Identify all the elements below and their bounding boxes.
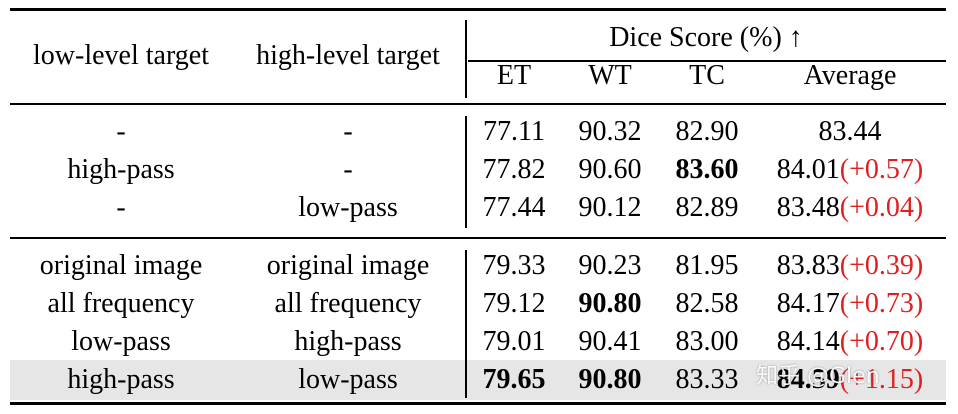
- row-0-wt: 90.32: [578, 116, 642, 147]
- row-2-et: 77.44: [482, 192, 546, 223]
- row-3-delta: (+0.39): [839, 250, 924, 281]
- header-tc: TC: [689, 60, 725, 91]
- row-3-tc: 81.95: [675, 250, 739, 281]
- row-1-high: -: [343, 154, 353, 185]
- section-rule: [10, 237, 946, 239]
- row-3-wt: 90.23: [578, 250, 642, 281]
- row-5-et: 79.01: [482, 326, 546, 357]
- header-average: Average: [803, 60, 897, 91]
- header-low-level-target: low-level target: [33, 40, 209, 71]
- group-underline: [468, 60, 946, 62]
- row-6-tc: 83.33: [675, 364, 739, 395]
- row-6-wt: 90.80: [578, 364, 642, 395]
- header-dice-score: Dice Score (%) ↑: [609, 22, 803, 53]
- row-4-delta: (+0.73): [839, 288, 924, 319]
- row-5-delta: (+0.70): [839, 326, 924, 357]
- row-4-wt: 90.80: [578, 288, 642, 319]
- row-1-tc: 83.60: [675, 154, 739, 185]
- header-wt: WT: [588, 60, 632, 91]
- row-6-high: low-pass: [298, 364, 398, 395]
- row-5-avg-value: 84.14: [776, 326, 840, 357]
- header-high-level-target: high-level target: [256, 40, 440, 71]
- row-2-low: -: [116, 192, 126, 223]
- row-1-wt: 90.60: [578, 154, 642, 185]
- row-6-avg-value: 84.59: [776, 364, 840, 395]
- header-et: ET: [496, 60, 532, 91]
- row-5-low: low-pass: [71, 326, 171, 357]
- header-rule: [10, 103, 946, 105]
- highlight-row-background: [10, 360, 946, 400]
- row-0-avg-value: 83.44: [818, 116, 882, 147]
- row-4-average: 84.17(+0.73): [777, 287, 923, 321]
- section1-vertical-rule: [465, 116, 467, 228]
- row-0-et: 77.11: [483, 116, 545, 147]
- row-1-average: 84.01(+0.57): [777, 153, 923, 187]
- row-2-high: low-pass: [298, 192, 398, 223]
- row-6-average: 84.59(+1.15): [777, 363, 923, 397]
- row-5-high: high-pass: [294, 326, 402, 357]
- row-4-tc: 82.58: [675, 288, 739, 319]
- row-4-high: all frequency: [274, 288, 422, 319]
- row-5-wt: 90.41: [578, 326, 642, 357]
- row-1-et: 77.82: [482, 154, 546, 185]
- watermark: 知乎 @Glen: [756, 364, 880, 389]
- row-6-et: 79.65: [482, 364, 546, 395]
- row-5-tc: 83.00: [675, 326, 739, 357]
- row-2-tc: 82.89: [675, 192, 739, 223]
- row-0-tc: 82.90: [675, 116, 739, 147]
- row-5-average: 84.14(+0.70): [777, 325, 923, 359]
- row-2-avg-value: 83.48: [776, 192, 840, 223]
- row-6-low: high-pass: [67, 364, 175, 395]
- row-0-low: -: [116, 116, 126, 147]
- row-1-low: high-pass: [67, 154, 175, 185]
- top-rule: [10, 8, 946, 11]
- row-4-et: 79.12: [482, 288, 546, 319]
- row-1-avg-value: 84.01: [776, 154, 840, 185]
- header-vertical-rule: [465, 20, 467, 98]
- row-3-et: 79.33: [482, 250, 546, 281]
- row-3-average: 83.83(+0.39): [777, 249, 923, 283]
- row-2-average: 83.48(+0.04): [777, 191, 923, 225]
- row-0-high: -: [343, 116, 353, 147]
- row-1-delta: (+0.57): [839, 154, 924, 185]
- row-4-low: all frequency: [47, 288, 195, 319]
- row-3-avg-value: 83.83: [776, 250, 840, 281]
- section2-vertical-rule: [465, 250, 467, 398]
- row-2-wt: 90.12: [578, 192, 642, 223]
- row-2-delta: (+0.04): [839, 192, 924, 223]
- row-3-low: original image: [39, 250, 203, 281]
- row-4-avg-value: 84.17: [776, 288, 840, 319]
- row-3-high: original image: [266, 250, 430, 281]
- row-6-delta: (+1.15): [839, 364, 924, 395]
- bottom-rule: [10, 402, 946, 405]
- row-0-average: 83.44: [819, 115, 882, 149]
